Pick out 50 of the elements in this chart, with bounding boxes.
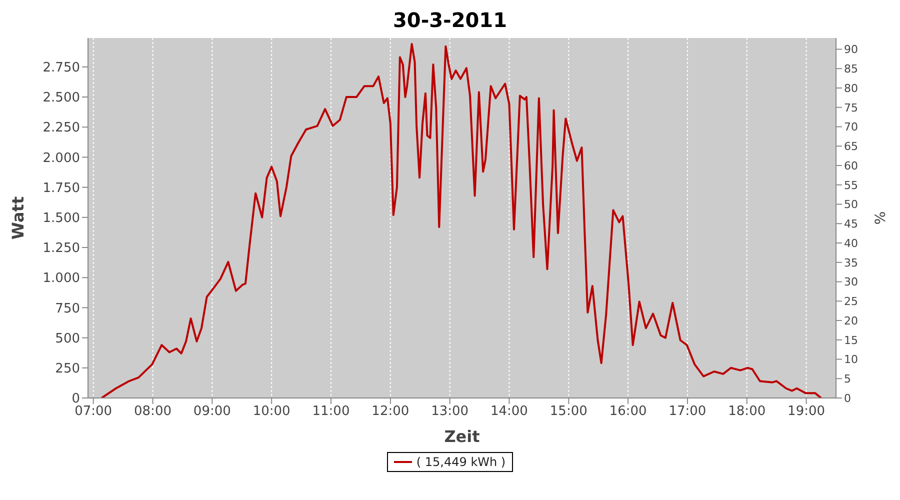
- x-tick-label: 12:00: [372, 404, 410, 420]
- x-tick-label: 15:00: [550, 404, 588, 420]
- y2-axis-title: %: [872, 211, 889, 225]
- y2-tick-label: 50: [844, 198, 858, 212]
- y-tick-label: 2.750: [42, 60, 80, 76]
- y-tick-label: 1.250: [42, 241, 80, 256]
- y-tick-label: 2.000: [42, 150, 80, 166]
- y2-tick-label: 85: [844, 62, 858, 76]
- y-tick-label: 750: [55, 301, 80, 316]
- y2-tick-label: 70: [844, 120, 858, 134]
- y-tick-label: 2.500: [42, 90, 80, 106]
- legend-label: ( 15,449 kWh ): [416, 455, 506, 469]
- y2-tick-label: 60: [844, 159, 858, 172]
- x-tick-label: 09:00: [193, 404, 231, 420]
- y2-tick-label: 15: [844, 334, 858, 347]
- x-tick-label: 11:00: [312, 404, 350, 420]
- y-tick-label: 1.750: [42, 180, 80, 196]
- chart-title: 30-3-2011: [392, 8, 508, 34]
- y-axis-title: Watt: [8, 196, 28, 240]
- x-tick-label: 14:00: [490, 404, 528, 420]
- y2-tick-label: 65: [844, 140, 858, 154]
- y-tick-label: 1.500: [42, 211, 80, 226]
- y-tick-label: 1.000: [42, 271, 80, 286]
- y2-tick-label: 5: [844, 372, 851, 386]
- y2-tick-label: 40: [844, 236, 858, 250]
- x-tick-label: 08:00: [134, 404, 172, 420]
- x-tick-label: 13:00: [431, 404, 469, 420]
- y2-tick-label: 10: [844, 353, 858, 366]
- y2-tick-label: 90: [844, 43, 858, 56]
- x-axis-title: Zeit: [444, 427, 480, 446]
- x-tick-label: 18:00: [728, 404, 766, 420]
- x-tick-label: 17:00: [668, 404, 706, 420]
- y2-tick-label: 55: [844, 178, 858, 192]
- x-tick-label: 19:00: [788, 404, 826, 420]
- y2-tick-label: 20: [844, 314, 858, 328]
- x-tick-label: 07:00: [74, 404, 112, 420]
- line-series: [100, 43, 822, 398]
- y-tick-label: 2.250: [42, 120, 80, 136]
- y-tick-label: 500: [55, 331, 80, 346]
- y2-tick-label: 25: [844, 295, 858, 308]
- y2-tick-label: 80: [844, 82, 858, 95]
- y2-tick-label: 0: [844, 392, 851, 405]
- x-tick-label: 16:00: [609, 404, 647, 420]
- y-tick-label: 0: [72, 392, 80, 407]
- y-tick-label: 250: [55, 362, 80, 377]
- y2-tick-label: 30: [844, 276, 858, 289]
- y2-tick-label: 75: [844, 101, 858, 114]
- x-tick-label: 10:00: [252, 404, 290, 420]
- y2-tick-label: 35: [844, 256, 858, 270]
- y2-tick-label: 45: [844, 218, 858, 231]
